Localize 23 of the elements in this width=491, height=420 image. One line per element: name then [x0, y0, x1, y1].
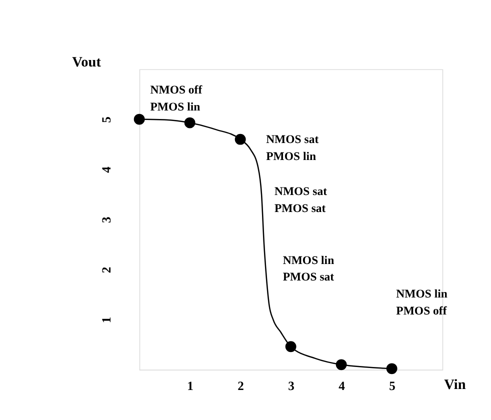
x-tick-label: 3	[288, 379, 294, 394]
y-tick-label: 5	[99, 116, 114, 123]
y-tick-label: 2	[99, 266, 114, 274]
x-tick-label: 5	[389, 379, 396, 394]
y-axis-title: Vout	[72, 54, 102, 71]
x-tick-label: 2	[238, 379, 244, 394]
y-tick-label: 4	[99, 166, 114, 173]
annotation: NMOS lin PMOS off	[396, 288, 448, 318]
annotation: NMOS off PMOS lin	[150, 84, 204, 114]
x-tick-label: 4	[338, 379, 346, 394]
point	[336, 359, 347, 370]
point	[184, 117, 196, 128]
y-tick-label: 1	[99, 316, 114, 324]
annotation: NMOS sat PMOS sat	[274, 185, 328, 215]
annotation: NMOS sat PMOS lin	[266, 133, 319, 163]
point	[285, 341, 296, 352]
annotation: NMOS lin PMOS sat	[282, 254, 335, 284]
x-axis-title: Vin	[444, 376, 466, 393]
x-tick-label: 1	[187, 379, 194, 394]
point	[134, 114, 145, 125]
y-tick-label: 3	[99, 216, 114, 224]
point	[234, 134, 246, 145]
point	[386, 363, 398, 374]
